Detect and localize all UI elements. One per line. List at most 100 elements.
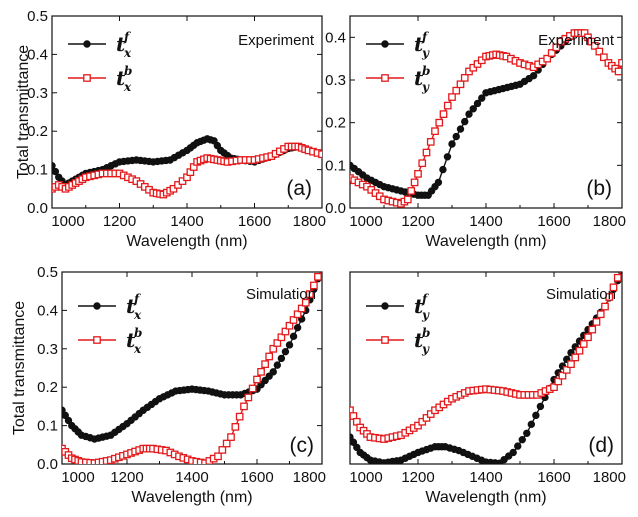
data-point (289, 332, 298, 341)
data-point (231, 423, 240, 431)
data-point (305, 290, 314, 298)
data-point (558, 371, 567, 380)
y-tick-label: 0.5 (27, 8, 48, 25)
panel-b: 1000 1200 1400 1600 1800 0.0 0.1 0.2 0.3 0.4 Wavel… (325, 15, 626, 250)
data-point (529, 72, 538, 80)
data-point (448, 93, 456, 101)
data-point (618, 272, 622, 273)
data-point (407, 187, 416, 195)
data-point (265, 352, 274, 361)
legend-symbol: t (414, 66, 424, 90)
data-point (301, 298, 310, 307)
data-point (435, 118, 444, 127)
x-tick-label: 1800 (593, 213, 626, 230)
legend-subscript: x (133, 308, 142, 322)
legend-entry: tfy (366, 292, 430, 322)
data-point (443, 153, 452, 161)
x-axis-label: Wavelength (nm) (131, 489, 252, 506)
data-point (403, 195, 412, 204)
data-point (414, 170, 422, 178)
data-point (601, 302, 609, 311)
data-point (588, 325, 597, 334)
legend-marker (93, 302, 101, 310)
data-point (460, 74, 469, 82)
data-point (418, 159, 427, 168)
data-point (443, 101, 452, 110)
x-tick-label: 1600 (238, 213, 271, 230)
legend-subscript: y (421, 342, 430, 356)
data-point (240, 402, 248, 411)
panel-label: (d) (588, 434, 614, 457)
legend-symbol: t (116, 32, 126, 56)
legend-superscript: b (422, 64, 430, 78)
data-point (227, 433, 235, 441)
data-point (550, 383, 558, 392)
data-point (350, 406, 354, 415)
data-point (434, 178, 443, 187)
x-tick-label: 1800 (593, 469, 626, 486)
legend-symbol: t (116, 66, 126, 90)
y-axis-label: Total transmittance (11, 301, 28, 435)
data-point (596, 310, 605, 319)
y-tick-label: 0.4 (325, 29, 346, 46)
data-point (554, 377, 563, 386)
data-point (536, 402, 545, 411)
legend-marker (381, 336, 389, 344)
data-point (253, 375, 261, 384)
data-point (235, 412, 244, 421)
panel-label: (b) (586, 177, 612, 200)
data-point (509, 448, 517, 457)
legend-marker (381, 302, 389, 310)
data-point (350, 438, 358, 446)
legend-superscript: f (123, 30, 131, 44)
data-area-c (62, 272, 322, 464)
data-point (289, 316, 298, 324)
legend-marker (93, 336, 101, 344)
x-tick-label: 1600 (240, 469, 273, 486)
x-tick-label: 1200 (103, 213, 136, 230)
data-point (52, 167, 60, 176)
data-point (523, 429, 531, 437)
y-tick-label: 0.3 (37, 341, 58, 358)
data-point (452, 132, 460, 141)
data-point (547, 49, 556, 57)
y-tick-label: 0.2 (37, 379, 58, 396)
y-tick-label: 0.1 (325, 157, 346, 174)
legend-subscript: y (421, 80, 430, 94)
data-point (318, 272, 322, 273)
data-point (273, 339, 282, 347)
data-point (613, 273, 622, 282)
data-point (64, 416, 73, 425)
data-point (269, 368, 277, 376)
data-point (452, 86, 461, 95)
x-tick-label: 1000 (51, 213, 84, 230)
data-point (318, 150, 322, 159)
legend-subscript: x (123, 80, 132, 94)
legend-superscript: f (133, 292, 141, 306)
data-point (285, 321, 294, 330)
legend-symbol: t (414, 328, 424, 352)
data-area-d (350, 272, 622, 464)
data-point (439, 110, 448, 118)
panel-label: (c) (290, 434, 315, 457)
data-point (261, 360, 269, 369)
x-tick-label: 1400 (170, 213, 203, 230)
panel-mode-label: Experiment (538, 32, 615, 49)
data-point (422, 148, 431, 157)
legend-entry: tby (366, 64, 430, 94)
data-point (567, 360, 575, 369)
data-point (218, 446, 227, 454)
data-point (609, 283, 618, 292)
data-point (310, 281, 318, 290)
x-tick-label: 1800 (293, 469, 326, 486)
y-tick-label: 0.5 (37, 264, 58, 281)
data-point (465, 110, 473, 118)
x-axis-label: Wavelength (nm) (425, 489, 546, 506)
x-tick-label: 1400 (469, 213, 502, 230)
legend-marker (83, 40, 91, 48)
data-point (456, 125, 465, 133)
x-tick-label: 1600 (537, 469, 570, 486)
y-tick-label: 0.1 (37, 418, 58, 435)
data-point (410, 178, 419, 187)
